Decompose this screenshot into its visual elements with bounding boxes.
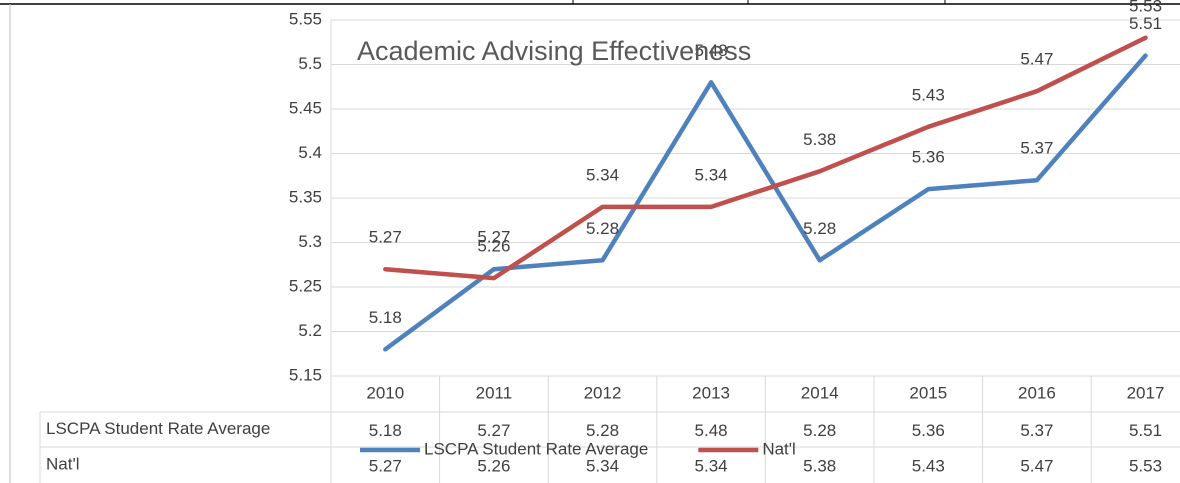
data-label: 5.34 <box>586 165 619 184</box>
data-label: 5.36 <box>912 148 945 167</box>
data-label: 5.37 <box>1020 139 1053 158</box>
table-value: 5.53 <box>1129 456 1162 475</box>
data-label: 5.43 <box>912 85 945 104</box>
x-tick-label: 2011 <box>476 383 513 402</box>
y-tick-label: 5.45 <box>289 98 322 117</box>
x-tick-label: 2013 <box>692 383 730 402</box>
table-value: 5.48 <box>695 421 728 440</box>
y-tick-label: 5.55 <box>289 9 322 28</box>
table-value: 5.37 <box>1020 421 1053 440</box>
data-label: 5.47 <box>1020 50 1053 69</box>
table-value: 5.28 <box>586 421 619 440</box>
legend-label: Nat'l <box>762 439 795 458</box>
table-row-header: LSCPA Student Rate Average <box>46 419 270 438</box>
table-value: 5.51 <box>1129 421 1162 440</box>
x-tick-label: 2015 <box>909 383 947 402</box>
data-label: 5.26 <box>477 237 510 256</box>
table-value: 5.18 <box>369 421 402 440</box>
data-label: 5.27 <box>369 228 402 247</box>
table-value: 5.26 <box>477 456 510 475</box>
y-tick-label: 5.35 <box>289 187 322 206</box>
data-label: 5.51 <box>1129 14 1162 33</box>
y-tick-label: 5.2 <box>298 321 322 340</box>
table-value: 5.36 <box>912 421 945 440</box>
table-value: 5.43 <box>912 456 945 475</box>
table-value: 5.38 <box>803 456 836 475</box>
table-value: 5.27 <box>369 456 402 475</box>
y-tick-label: 5.3 <box>298 232 322 251</box>
data-label: 5.28 <box>586 219 619 238</box>
x-tick-label: 2010 <box>366 383 404 402</box>
data-label: 5.28 <box>803 219 836 238</box>
y-tick-label: 5.25 <box>289 276 322 295</box>
chart-title: Academic Advising Effectiveness <box>357 36 751 66</box>
data-label: 5.53 <box>1129 0 1162 15</box>
y-tick-label: 5.5 <box>298 54 322 73</box>
y-tick-label: 5.4 <box>298 143 322 162</box>
series-line <box>383 35 1148 281</box>
data-label: 5.27 <box>477 228 510 247</box>
x-tick-label: 2012 <box>584 383 622 402</box>
table-value: 5.47 <box>1020 456 1053 475</box>
data-label: 5.18 <box>369 308 402 327</box>
table-value: 5.34 <box>586 456 619 475</box>
table-value: 5.34 <box>695 456 728 475</box>
data-label: 5.38 <box>803 130 836 149</box>
legend-label: LSCPA Student Rate Average <box>424 439 648 458</box>
data-label: 5.48 <box>695 41 728 60</box>
x-tick-label: 2014 <box>801 383 839 402</box>
x-tick-label: 2016 <box>1018 383 1056 402</box>
table-value: 5.27 <box>477 421 510 440</box>
data-label: 5.34 <box>695 165 728 184</box>
table-value: 5.28 <box>803 421 836 440</box>
table-row-header: Nat'l <box>46 454 79 473</box>
x-tick-label: 2017 <box>1127 383 1165 402</box>
series-line <box>383 53 1148 352</box>
y-tick-label: 5.15 <box>289 365 322 384</box>
